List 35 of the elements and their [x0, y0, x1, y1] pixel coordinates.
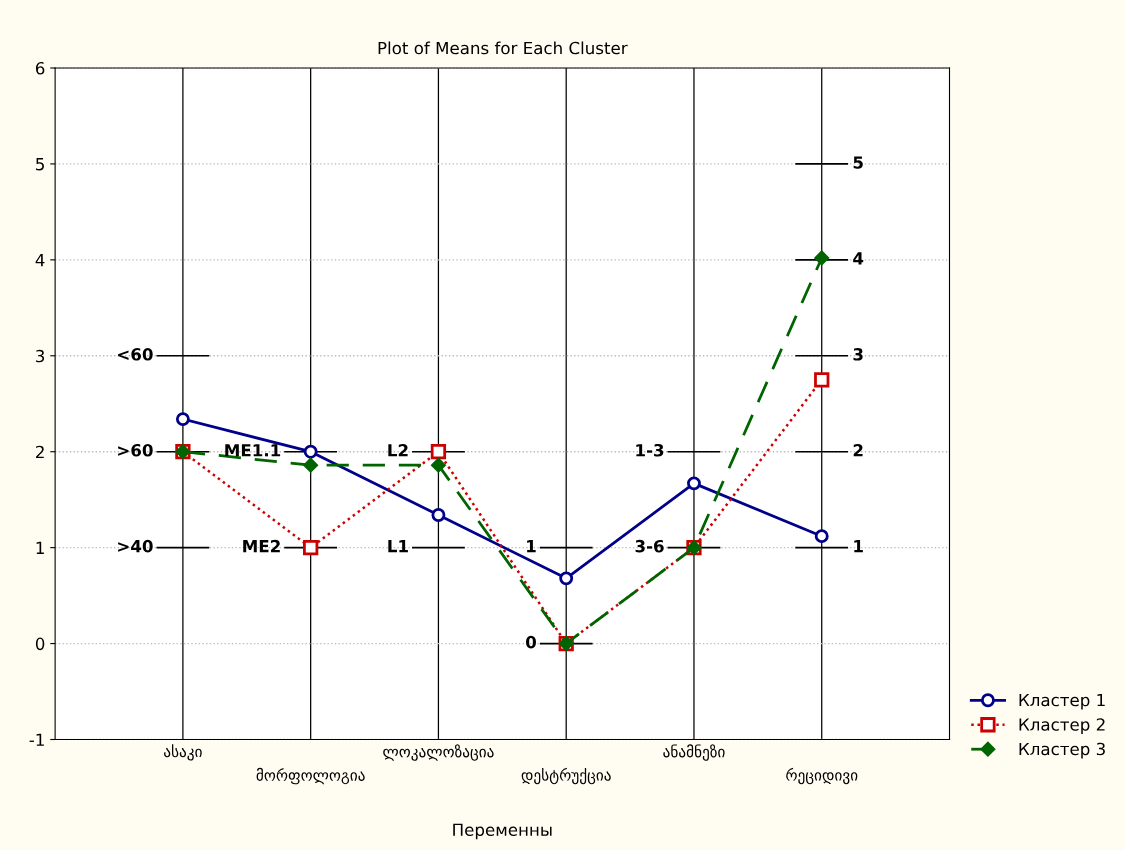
annotation: 5: [853, 156, 863, 169]
annotation: 1: [854, 540, 863, 553]
annotation: 0: [526, 635, 537, 649]
y-tick-label: -1: [29, 733, 44, 746]
chart-title: Plot of Means for Each Cluster: [378, 41, 628, 55]
annotation: 1-3: [636, 443, 664, 457]
annotation: >40: [118, 539, 153, 553]
x-tick-label: ასაკი: [164, 744, 202, 761]
annotation: L2: [388, 443, 408, 457]
annotation: ME2: [243, 539, 280, 553]
annotation: 1: [527, 540, 536, 553]
annotation: 3-6: [635, 539, 664, 553]
y-tick-label: 3: [36, 349, 45, 363]
annotation: 4: [853, 252, 864, 265]
y-tick-label: 4: [35, 254, 45, 267]
legend-label: Кластер 3: [1019, 742, 1105, 759]
x-tick-label: მორფოლოგია: [256, 767, 365, 785]
y-tick-label: 5: [36, 158, 44, 171]
x-axis-title: Переменны: [453, 823, 552, 840]
annotation: >60: [118, 443, 153, 457]
y-tick-label: 6: [35, 61, 45, 75]
annotation: 2: [853, 443, 863, 457]
x-tick-label: დესტრუქცია: [521, 767, 611, 785]
legend-label: Кластер 2: [1019, 718, 1105, 735]
annotation: ME1.1: [225, 444, 281, 457]
y-tick-label: 2: [36, 445, 44, 459]
y-tick-label: 0: [35, 637, 45, 651]
annotation: 3: [853, 348, 863, 361]
legend-label: Кластер 1: [1019, 693, 1105, 710]
y-tick-label: 1: [36, 541, 44, 554]
x-tick-label: რეციდივი: [786, 767, 858, 785]
x-tick-label: ანამნეზი: [663, 744, 725, 761]
annotation: <60: [118, 348, 153, 361]
x-tick-label: ლოკალოზაცია: [383, 744, 494, 761]
annotation: L1: [388, 540, 408, 553]
